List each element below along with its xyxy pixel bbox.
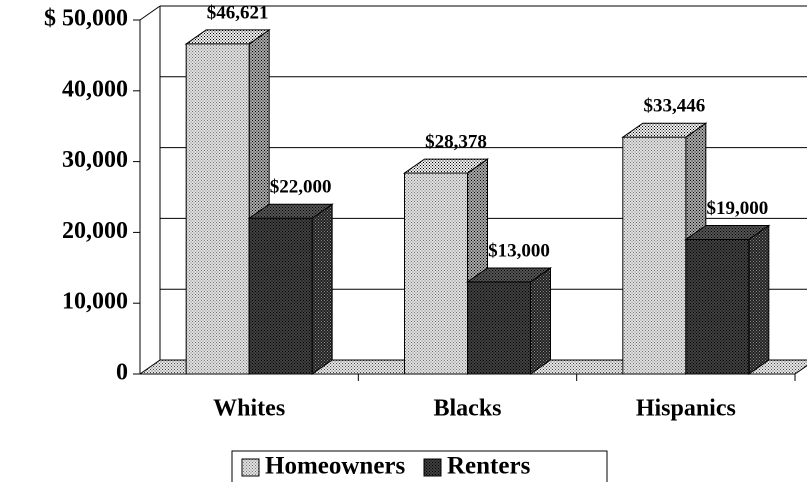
y-tick-label: 20,000 [62,218,128,244]
value-label: $19,000 [706,198,768,219]
bar-front [248,217,313,375]
y-tick-label: $ 50,000 [44,6,128,32]
bar-front [404,172,468,375]
x-tick-label: Blacks [433,396,501,422]
bar-side [530,266,551,375]
legend-label: Renters [447,453,531,480]
axis-depth [139,5,161,21]
x-tick-label: Hispanics [636,396,736,422]
bar-side [748,224,770,375]
legend-box [231,450,608,482]
legend-label: Homeowners [265,453,406,480]
value-label: $13,000 [488,240,550,261]
bar-front [622,136,687,375]
value-label: $22,000 [270,177,332,198]
bar [247,203,334,375]
bar [684,224,771,375]
bar-front [685,238,750,375]
y-tick-label: 30,000 [62,147,128,173]
bar [465,266,553,375]
bar [184,28,271,375]
legend-swatch [423,458,442,477]
x-tick-label: Whites [213,396,285,422]
y-tick-label: 10,000 [62,289,128,315]
value-label: $28,378 [425,131,487,152]
bar-front [467,281,531,375]
bar-side [311,203,333,375]
y-tick-label: 40,000 [62,76,128,102]
value-label: $46,621 [207,2,269,23]
bar-front [185,43,250,375]
value-label: $33,446 [643,96,705,117]
legend-swatch [241,458,260,477]
y-tick-label: 0 [116,360,128,386]
